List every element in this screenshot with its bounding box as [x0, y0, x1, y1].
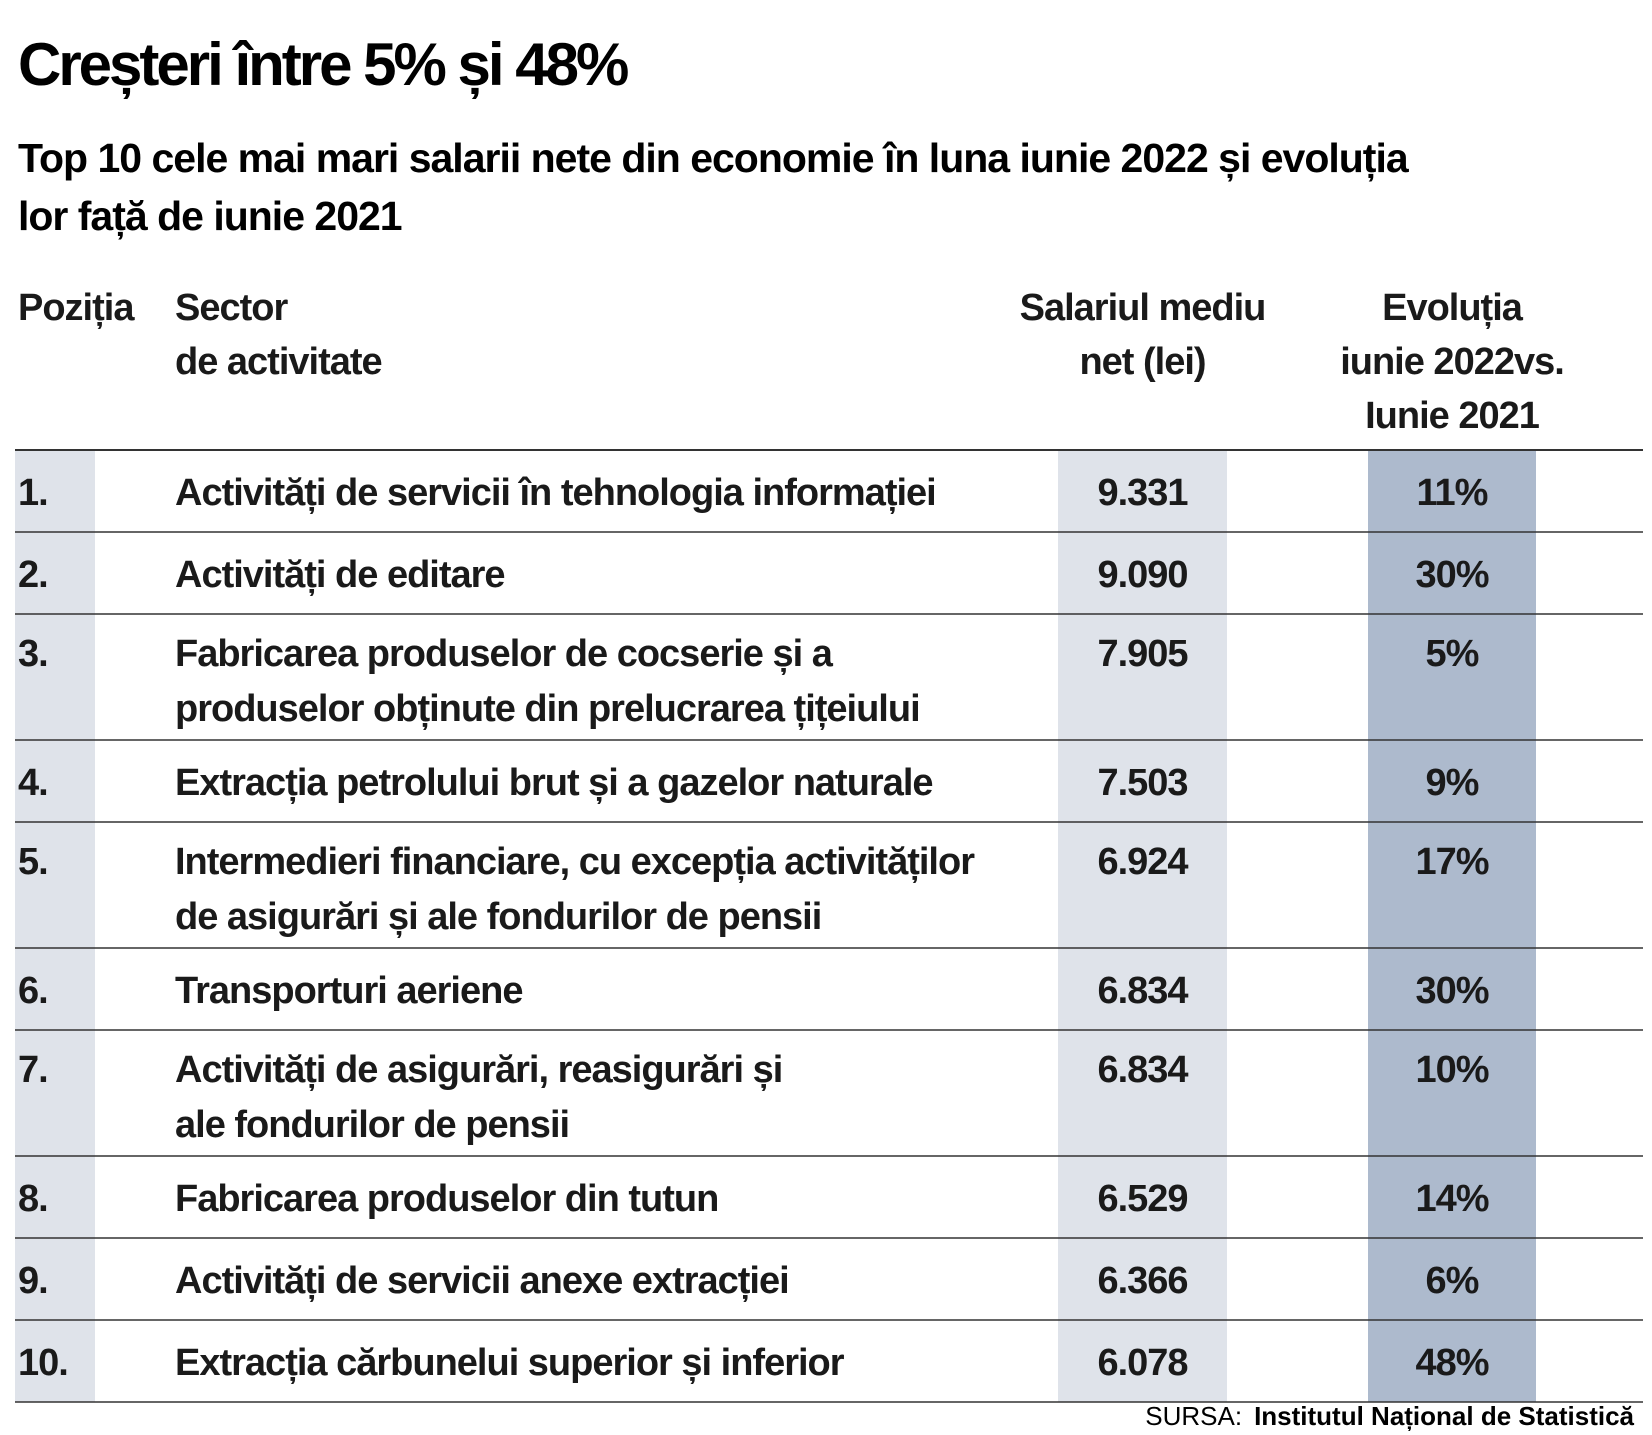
- header-evolution: Evoluția: [1382, 287, 1524, 329]
- row-salary: 6.834: [1097, 1049, 1188, 1091]
- header-sector: de activitate: [175, 341, 382, 383]
- chart-subtitle-line-2: lor față de iunie 2021: [18, 193, 402, 239]
- row-position: 8.: [18, 1178, 48, 1220]
- row-position: 10.: [18, 1342, 68, 1384]
- row-position: 3.: [18, 633, 48, 675]
- row-salary: 7.905: [1097, 633, 1188, 675]
- position-column-band: [15, 450, 95, 1402]
- header-evolution: Iunie 2021: [1365, 395, 1540, 437]
- row-sector: Activități de asigurări, reasigurări și: [175, 1049, 782, 1091]
- row-position: 5.: [18, 841, 48, 883]
- row-salary: 6.529: [1097, 1178, 1187, 1220]
- row-position: 4.: [18, 762, 48, 804]
- row-sector: Fabricarea produselor de cocserie și a: [175, 633, 834, 675]
- header-position: Poziția: [18, 287, 135, 329]
- chart-title: Creșteri între 5% și 48%: [18, 31, 628, 99]
- row-evolution: 30%: [1415, 554, 1488, 596]
- row-sector: Fabricarea produselor din tutun: [175, 1178, 718, 1220]
- row-sector: Intermedieri financiare, cu excepția act…: [175, 841, 975, 883]
- row-sector: Transporturi aeriene: [175, 970, 522, 1012]
- salary-column-band: [1058, 450, 1227, 1402]
- row-evolution: 30%: [1415, 970, 1488, 1012]
- header-evolution: iunie 2022vs.: [1340, 341, 1564, 383]
- row-salary: 6.366: [1097, 1260, 1187, 1302]
- row-sector: produselor obținute din prelucrarea țițe…: [175, 688, 920, 730]
- source-label: SURSA:: [1145, 1401, 1242, 1431]
- row-evolution: 9%: [1426, 762, 1479, 804]
- row-salary: 9.090: [1097, 554, 1187, 596]
- row-evolution: 6%: [1426, 1260, 1479, 1302]
- source-note: SURSA: Institutul Național de Statistică: [1145, 1401, 1634, 1431]
- row-position: 9.: [18, 1260, 48, 1302]
- row-evolution: 11%: [1417, 472, 1488, 514]
- chart-subtitle-line-1: Top 10 cele mai mari salarii nete din ec…: [18, 135, 1410, 181]
- row-evolution: 48%: [1415, 1342, 1488, 1384]
- row-position: 2.: [18, 554, 48, 596]
- row-sector: Activități de editare: [175, 554, 505, 596]
- row-salary: 9.331: [1097, 472, 1188, 514]
- row-position: 1.: [18, 472, 48, 514]
- row-evolution: 17%: [1415, 841, 1488, 883]
- row-sector: de asigurări și ale fondurilor de pensii: [175, 896, 821, 938]
- row-position: 6.: [18, 970, 48, 1012]
- row-sector: Activități de servicii în tehnologia inf…: [175, 472, 936, 514]
- source-name: Institutul Național de Statistică: [1254, 1401, 1634, 1431]
- row-evolution: 14%: [1415, 1178, 1488, 1220]
- row-evolution: 10%: [1415, 1049, 1488, 1091]
- data-table: Poziția Sector de activitate Salariul mediu…: [15, 287, 1643, 1403]
- row-salary: 6.834: [1097, 970, 1188, 1012]
- header-salary: net (lei): [1079, 341, 1205, 383]
- row-sector: Activități de servicii anexe extracției: [175, 1260, 789, 1302]
- row-evolution: 5%: [1426, 633, 1479, 675]
- row-salary: 6.924: [1097, 841, 1188, 883]
- row-salary: 6.078: [1097, 1342, 1187, 1384]
- row-salary: 7.503: [1097, 762, 1187, 804]
- row-sector: Extracția cărbunelui superior și inferio…: [175, 1342, 845, 1384]
- row-sector: Extracția petrolului brut și a gazelor n…: [175, 762, 933, 804]
- header-salary: Salariul mediu: [1020, 287, 1266, 329]
- row-position: 7.: [18, 1049, 48, 1091]
- evolution-column-band: [1368, 450, 1536, 1402]
- row-sector: ale fondurilor de pensii: [175, 1104, 569, 1146]
- header-sector: Sector: [175, 287, 288, 329]
